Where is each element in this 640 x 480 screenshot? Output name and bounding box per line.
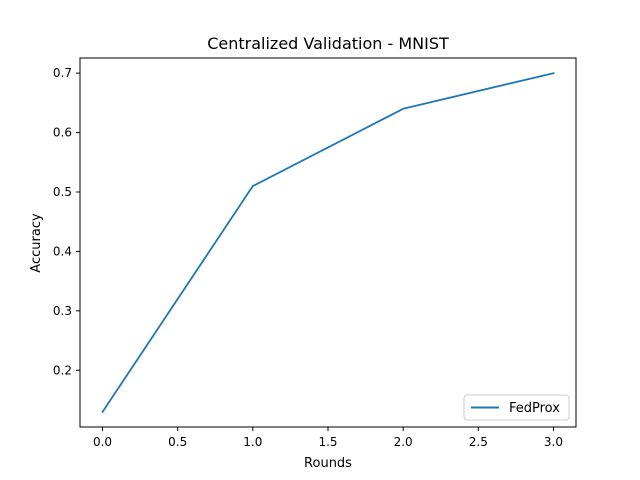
x-tick-label: 0.0 <box>93 435 112 449</box>
legend: FedProx <box>463 394 570 421</box>
legend-box <box>463 394 570 421</box>
x-axis: 0.0 0.5 1.0 1.5 2.0 2.5 3.0 <box>93 427 563 449</box>
legend-label: FedProx <box>509 401 560 416</box>
y-tick-label: 0.6 <box>53 126 72 140</box>
x-tick-label: 0.5 <box>168 435 187 449</box>
y-tick-label: 0.3 <box>53 304 72 318</box>
x-tick-label: 1.5 <box>318 435 337 449</box>
series-layer <box>101 72 555 414</box>
y-tick-label: 0.2 <box>53 363 72 377</box>
y-tick-label: 0.5 <box>53 185 72 199</box>
chart-title: Centralized Validation - MNIST <box>207 34 449 53</box>
x-tick-label: 1.0 <box>243 435 262 449</box>
x-tick-label: 2.5 <box>469 435 488 449</box>
y-axis: 0.2 0.3 0.4 0.5 0.6 0.7 <box>53 66 80 377</box>
x-tick-label: 2.0 <box>394 435 413 449</box>
y-axis-label: Accuracy <box>29 213 44 273</box>
y-tick-label: 0.4 <box>53 244 72 258</box>
x-tick-label: 3.0 <box>544 435 563 449</box>
x-axis-label: Rounds <box>304 456 352 471</box>
y-tick-label: 0.7 <box>53 66 72 80</box>
series-line-fedprox <box>101 72 555 414</box>
